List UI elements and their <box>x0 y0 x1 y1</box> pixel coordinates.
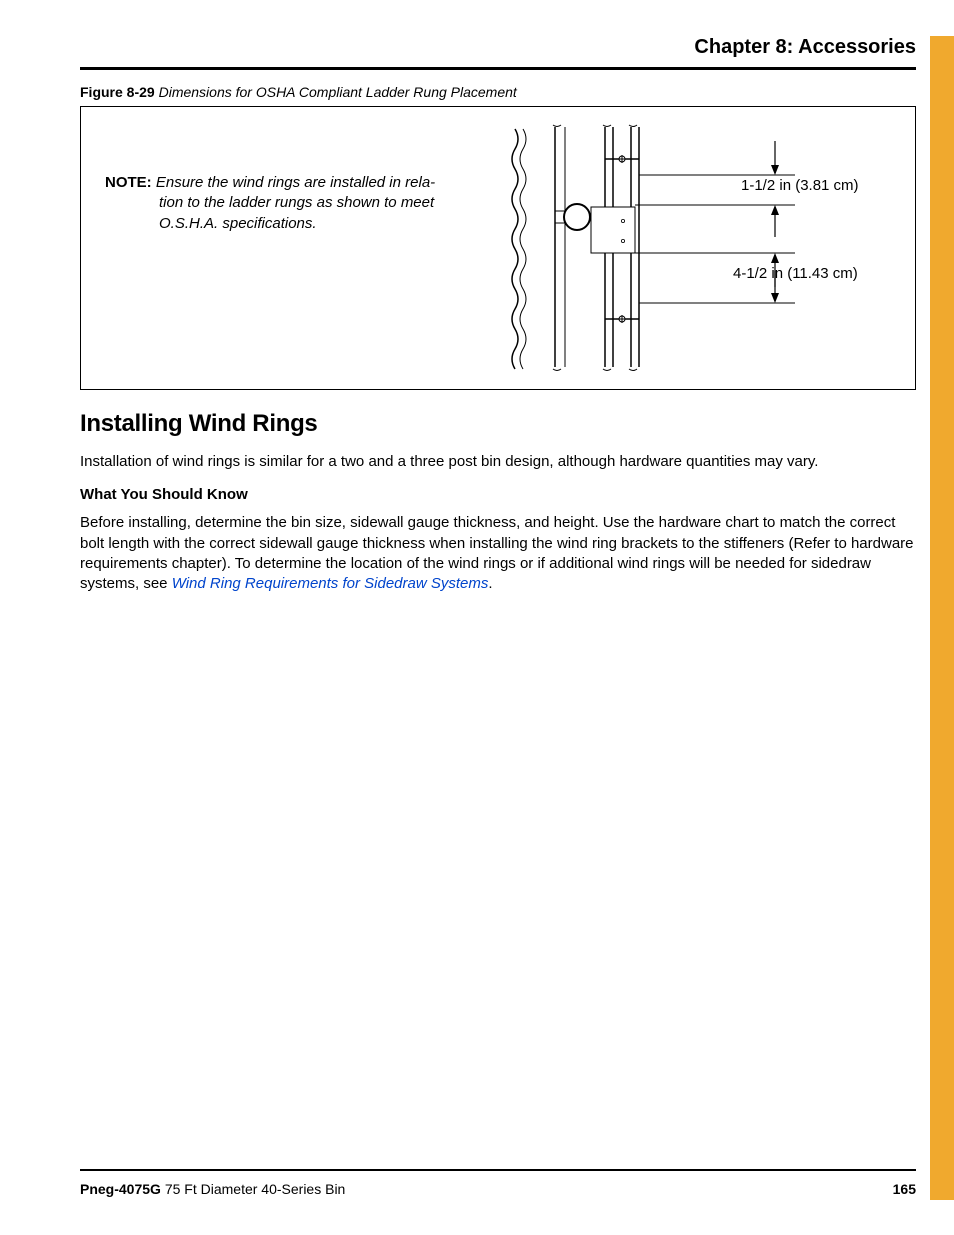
section-heading: Installing Wind Rings <box>80 410 916 438</box>
page-footer: Pneg-4075G 75 Ft Diameter 40-Series Bin … <box>80 1169 916 1197</box>
figure-box: NOTE: Ensure the wind rings are installe… <box>80 106 916 390</box>
note-text-line1: Ensure the wind rings are installed in r… <box>156 174 435 191</box>
header-rule <box>80 67 916 70</box>
intro-paragraph: Installation of wind rings is similar fo… <box>80 452 916 472</box>
footer-left: Pneg-4075G 75 Ft Diameter 40-Series Bin <box>80 1181 345 1197</box>
figure-caption: Figure 8-29 Dimensions for OSHA Complian… <box>80 84 916 100</box>
figure-title: Dimensions for OSHA Compliant Ladder Run… <box>159 84 517 100</box>
para-text-after-link: . <box>488 575 492 592</box>
footer-rule <box>80 1169 916 1171</box>
document-title: 75 Ft Diameter 40-Series Bin <box>161 1181 345 1197</box>
note-text-line2: tion to the ladder rungs as shown to mee… <box>159 193 475 234</box>
document-code: Pneg-4075G <box>80 1181 161 1197</box>
subsection-heading: What You Should Know <box>80 486 916 503</box>
footer-row: Pneg-4075G 75 Ft Diameter 40-Series Bin … <box>80 1181 916 1197</box>
dimension-upper-label: 1-1/2 in (3.81 cm) <box>741 177 859 194</box>
page: Chapter 8: Accessories Figure 8-29 Dimen… <box>0 0 954 1235</box>
note-label: NOTE: <box>105 174 152 191</box>
content-area: Chapter 8: Accessories Figure 8-29 Dimen… <box>80 36 916 608</box>
figure-note: NOTE: Ensure the wind rings are installe… <box>105 173 475 234</box>
cross-reference-link[interactable]: Wind Ring Requirements for Sidedraw Syst… <box>172 575 489 592</box>
dimension-lower-label: 4-1/2 in (11.43 cm) <box>733 265 858 282</box>
side-accent-bar <box>930 36 954 1200</box>
chapter-title: Chapter 8: Accessories <box>80 36 916 67</box>
figure-number: Figure 8-29 <box>80 84 155 100</box>
ladder-diagram: 1-1/2 in (3.81 cm) 4-1/2 in (11.43 cm) <box>495 121 895 375</box>
body-paragraph: Before installing, determine the bin siz… <box>80 513 916 594</box>
page-number: 165 <box>893 1181 916 1197</box>
